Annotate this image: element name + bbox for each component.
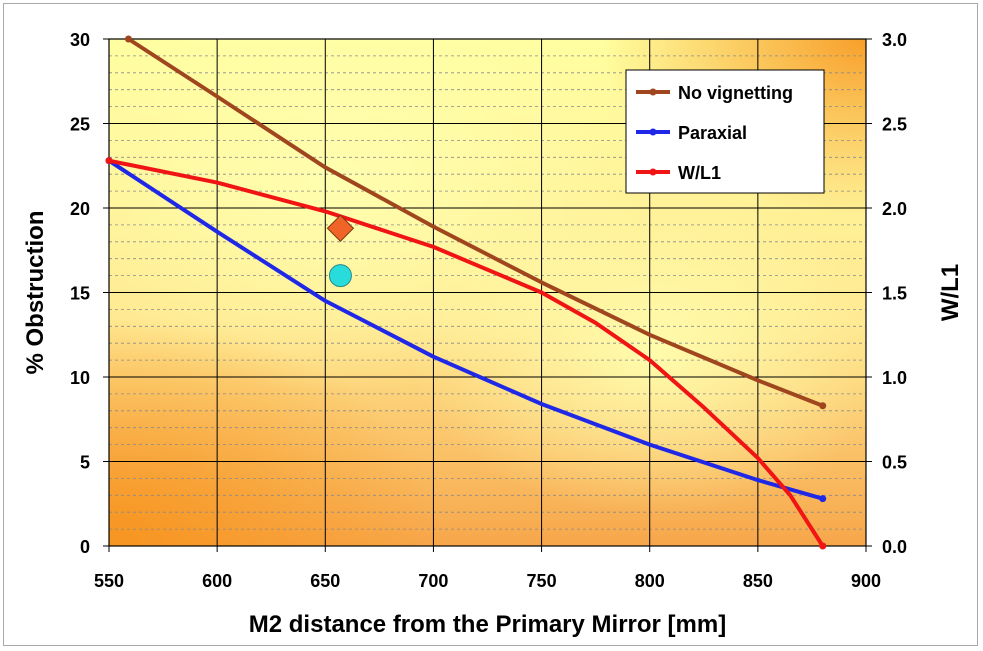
legend-swatch-marker xyxy=(649,88,657,96)
y2-tick-label: 0.0 xyxy=(882,537,907,557)
y-tick-label: 10 xyxy=(70,368,90,388)
x-tick-label: 850 xyxy=(743,571,773,591)
circle-marker xyxy=(328,264,352,288)
y2-tick-label: 3.0 xyxy=(882,30,907,50)
x-axis-title: M2 distance from the Primary Mirror [mm] xyxy=(249,611,726,638)
y-tick-label: 15 xyxy=(70,284,90,304)
series-point-no-vignetting xyxy=(124,35,132,43)
x-tick-label: 800 xyxy=(635,571,665,591)
y2-tick-label: 1.5 xyxy=(882,284,907,304)
y-tick-label: 30 xyxy=(70,30,90,50)
legend-label: No vignetting xyxy=(678,83,793,103)
axis-ticks xyxy=(103,38,872,552)
gridlines xyxy=(109,39,866,546)
y-axis-title: % Obstruction xyxy=(22,210,49,374)
series-point-paraxial xyxy=(819,495,827,503)
x-tick-label: 900 xyxy=(851,571,881,591)
markers-group xyxy=(326,214,355,288)
legend-label: W/L1 xyxy=(678,163,721,183)
legend-swatch-marker xyxy=(649,168,657,176)
legend-label: Paraxial xyxy=(678,123,747,143)
x-tick-label: 750 xyxy=(527,571,557,591)
x-tick-label: 700 xyxy=(418,571,448,591)
series-point-w-l1 xyxy=(105,157,113,165)
y2-axis-title: W/L1 xyxy=(937,264,964,321)
x-tick-label: 550 xyxy=(94,571,124,591)
y-tick-label: 25 xyxy=(70,115,90,135)
tick-labels: 550 600 650 700 750 800 850 900 0 5 10 15 20 25 30 0.0 0… xyxy=(70,30,907,591)
y2-tick-label: 2.0 xyxy=(882,199,907,219)
series-group xyxy=(105,35,827,550)
series-line-w-l1 xyxy=(107,158,825,548)
series-point-no-vignetting xyxy=(819,402,827,410)
x-tick-label: 600 xyxy=(202,571,232,591)
y2-tick-label: 1.0 xyxy=(882,368,907,388)
y-tick-label: 20 xyxy=(70,199,90,219)
legend: No vignetting Paraxial W/L1 xyxy=(625,69,825,194)
diamond-marker xyxy=(326,214,355,242)
series-line-paraxial xyxy=(107,158,825,501)
series-point-w-l1 xyxy=(819,542,827,550)
x-tick-label: 650 xyxy=(310,571,340,591)
y2-tick-label: 0.5 xyxy=(882,453,907,473)
y-tick-label: 5 xyxy=(80,453,90,473)
legend-swatch-marker xyxy=(649,128,657,136)
y-tick-label: 0 xyxy=(80,537,90,557)
y2-tick-label: 2.5 xyxy=(882,115,907,135)
series-line-no-vignetting xyxy=(126,37,825,408)
